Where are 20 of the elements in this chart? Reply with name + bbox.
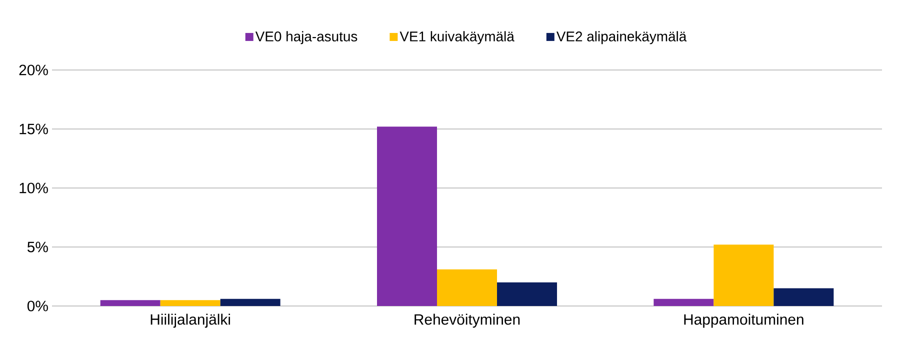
legend-label: VE2 alipainekäymälä [556,31,687,44]
x-tick-label: Happamoituminen [684,314,804,328]
legend-label: VE1 kuivakäymälä [400,31,514,44]
bar [714,244,774,306]
bar [377,126,438,306]
bar [654,298,714,306]
x-tick-label: Rehevöityminen [414,314,520,328]
legend-label: VE0 haja-asutus [255,31,358,44]
bar [160,300,220,306]
bar [774,288,834,306]
x-tick-label: Hiilijalanjälki [150,314,230,328]
y-tick-label: 15% [20,124,48,134]
bar [220,298,280,306]
y-tick-label: 10% [20,182,48,194]
y-tick-label: 5% [27,242,48,252]
y-tick-label: 0% [27,300,48,312]
bar [497,282,558,306]
y-tick-label: 20% [19,64,48,76]
bar [100,300,160,306]
bar [437,269,498,306]
